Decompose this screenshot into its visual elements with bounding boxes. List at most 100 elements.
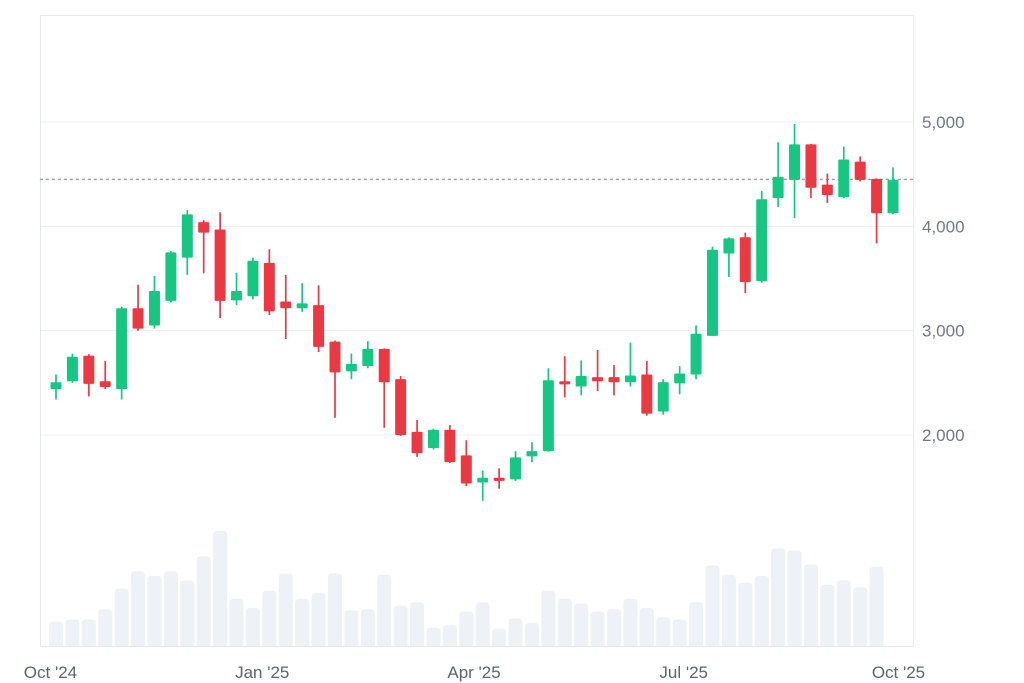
volume-bar[interactable] xyxy=(295,598,310,646)
volume-bar[interactable] xyxy=(656,617,671,646)
volume-bar[interactable] xyxy=(328,573,343,646)
volume-bar[interactable] xyxy=(377,574,392,646)
volume-bar[interactable] xyxy=(754,575,769,646)
volume-bar[interactable] xyxy=(213,531,228,646)
candle[interactable] xyxy=(148,291,160,326)
volume-bar[interactable] xyxy=(245,608,260,646)
volume-bar[interactable] xyxy=(360,609,375,646)
volume-bar[interactable] xyxy=(639,608,654,646)
candle[interactable] xyxy=(838,159,850,198)
volume-bar[interactable] xyxy=(278,573,293,646)
candle[interactable] xyxy=(493,477,505,481)
volume-bar[interactable] xyxy=(229,598,244,646)
candle[interactable] xyxy=(624,375,636,383)
candle[interactable] xyxy=(805,144,817,188)
volume-bar[interactable] xyxy=(49,621,63,646)
candle[interactable] xyxy=(756,199,768,282)
volume-bar[interactable] xyxy=(508,618,523,646)
candle[interactable] xyxy=(657,382,669,412)
candle[interactable] xyxy=(198,222,210,233)
candle[interactable] xyxy=(559,381,571,385)
volume-bar[interactable] xyxy=(475,602,490,646)
volume-bar[interactable] xyxy=(869,566,884,646)
volume-bar[interactable] xyxy=(131,571,146,646)
volume-bar[interactable] xyxy=(163,571,178,646)
candle[interactable] xyxy=(329,341,341,373)
candle[interactable] xyxy=(608,377,620,383)
candle[interactable] xyxy=(116,308,128,390)
candle[interactable] xyxy=(165,252,177,301)
candle[interactable] xyxy=(362,348,374,367)
candle[interactable] xyxy=(887,179,899,214)
candle[interactable] xyxy=(50,382,62,390)
candle[interactable] xyxy=(247,260,259,297)
candle[interactable] xyxy=(739,237,751,283)
candle[interactable] xyxy=(592,377,604,382)
candle[interactable] xyxy=(706,249,718,336)
volume-bar[interactable] xyxy=(738,582,753,646)
candle[interactable] xyxy=(181,214,193,258)
candle[interactable] xyxy=(542,380,554,452)
candle[interactable] xyxy=(411,431,423,454)
volume-bar[interactable] xyxy=(147,575,162,646)
candle[interactable] xyxy=(263,262,275,312)
candle[interactable] xyxy=(313,305,325,347)
volume-bar[interactable] xyxy=(607,609,622,646)
candle[interactable] xyxy=(427,429,439,449)
volume-bar[interactable] xyxy=(574,603,589,646)
volume-bar[interactable] xyxy=(426,627,441,646)
candle[interactable] xyxy=(690,333,702,375)
candle[interactable] xyxy=(789,144,801,180)
volume-bar[interactable] xyxy=(836,580,851,646)
volume-bar[interactable] xyxy=(623,598,638,646)
candle[interactable] xyxy=(280,301,292,309)
candle[interactable] xyxy=(821,184,833,196)
volume-bar[interactable] xyxy=(262,590,277,646)
volume-bar[interactable] xyxy=(590,611,605,647)
candle[interactable] xyxy=(83,355,95,384)
volume-bar[interactable] xyxy=(853,587,868,646)
volume-bar[interactable] xyxy=(114,588,129,647)
volume-bar[interactable] xyxy=(492,628,507,646)
volume-bar[interactable] xyxy=(820,585,835,646)
volume-bar[interactable] xyxy=(196,556,211,646)
volume-bar[interactable] xyxy=(81,619,96,646)
candle[interactable] xyxy=(460,455,472,484)
volume-bar[interactable] xyxy=(705,565,720,647)
candle[interactable] xyxy=(641,374,653,414)
candle[interactable] xyxy=(132,308,144,329)
candle[interactable] xyxy=(510,457,522,480)
candle[interactable] xyxy=(477,477,489,483)
volume-bar[interactable] xyxy=(344,610,359,646)
volume-bar[interactable] xyxy=(98,609,113,646)
volume-bar[interactable] xyxy=(393,605,408,646)
volume-bar[interactable] xyxy=(689,602,704,646)
volume-bar[interactable] xyxy=(672,619,687,646)
candle[interactable] xyxy=(378,348,390,383)
candle[interactable] xyxy=(345,364,357,372)
candle[interactable] xyxy=(723,238,735,254)
candle[interactable] xyxy=(772,176,784,199)
volume-bar[interactable] xyxy=(721,574,736,646)
candle[interactable] xyxy=(674,373,686,384)
candle[interactable] xyxy=(526,451,538,457)
volume-bar[interactable] xyxy=(442,625,457,646)
volume-bar[interactable] xyxy=(65,619,80,646)
candle[interactable] xyxy=(214,229,226,301)
candle[interactable] xyxy=(395,379,407,435)
candle[interactable] xyxy=(854,161,866,180)
volume-bar[interactable] xyxy=(557,598,572,646)
candle[interactable] xyxy=(871,178,883,214)
volume-bar[interactable] xyxy=(803,564,818,646)
volume-bar[interactable] xyxy=(771,548,786,646)
candle[interactable] xyxy=(231,291,243,301)
volume-bar[interactable] xyxy=(541,590,556,646)
volume-bar[interactable] xyxy=(180,580,195,646)
candle[interactable] xyxy=(66,356,78,382)
volume-bar[interactable] xyxy=(311,593,326,646)
volume-bar[interactable] xyxy=(410,602,425,646)
candle[interactable] xyxy=(444,429,456,463)
volume-bar[interactable] xyxy=(787,550,802,646)
candle[interactable] xyxy=(99,381,111,388)
volume-bar[interactable] xyxy=(459,611,474,647)
